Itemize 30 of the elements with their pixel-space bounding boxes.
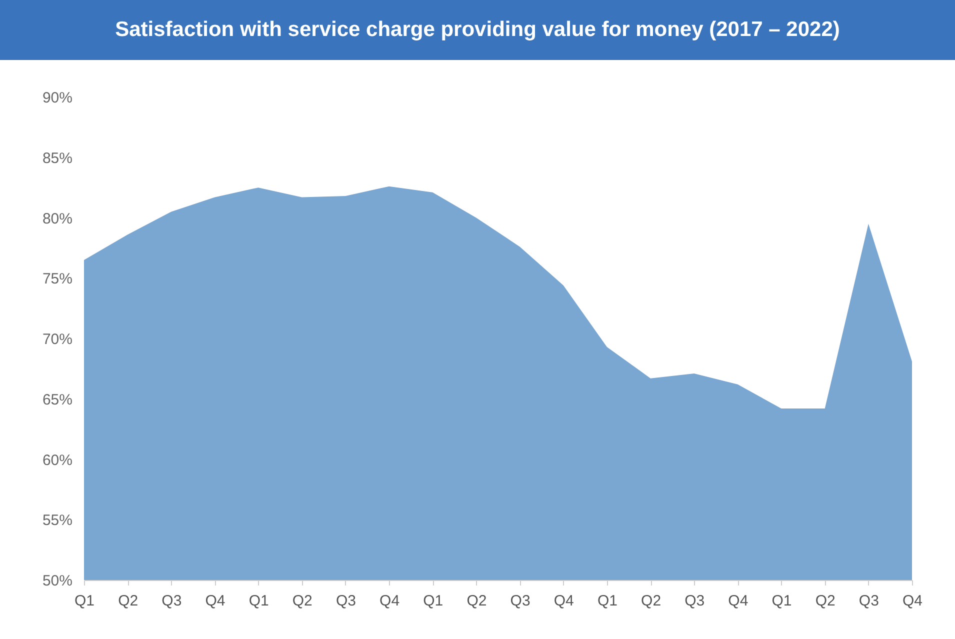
- x-tick-label: Q3: [684, 592, 705, 610]
- x-tick-label: Q4: [554, 592, 574, 610]
- x-tick-label: Q1: [597, 592, 618, 610]
- x-tick-label: Q4: [728, 592, 748, 610]
- y-tick-label: 70%: [42, 331, 72, 348]
- x-tick-label: Q3: [162, 592, 182, 610]
- x-tick-label: Q1: [423, 592, 444, 610]
- x-tick-label: Q2: [815, 592, 836, 610]
- x-tick-label: Q2: [466, 592, 487, 610]
- x-tick-label: Q2: [641, 592, 662, 610]
- x-tick-label: Q1: [74, 592, 95, 610]
- x-tick-label: Q4: [902, 592, 923, 610]
- y-tick-label: 65%: [42, 391, 72, 408]
- x-tick-label: Q1: [248, 592, 269, 610]
- y-tick-label: 90%: [42, 90, 72, 106]
- x-tick-label: Q3: [336, 592, 356, 610]
- x-tick-label: Q2: [292, 592, 312, 610]
- x-tick-label: Q2: [118, 592, 138, 610]
- y-tick-label: 75%: [42, 270, 72, 288]
- x-tick-label: Q3: [510, 592, 530, 610]
- y-tick-label: 55%: [42, 512, 72, 530]
- y-tick-label: 50%: [42, 572, 72, 590]
- x-tick-label: Q4: [380, 592, 400, 610]
- y-tick-label: 80%: [42, 210, 72, 228]
- x-tick-label: Q4: [205, 592, 226, 610]
- chart-title: Satisfaction with service charge providing value for money (2017 – 2022): [0, 0, 955, 60]
- y-tick-label: 60%: [42, 452, 72, 469]
- x-tick-label: Q3: [858, 592, 879, 610]
- y-tick-label: 85%: [42, 150, 72, 167]
- x-tick-label: Q1: [772, 592, 792, 610]
